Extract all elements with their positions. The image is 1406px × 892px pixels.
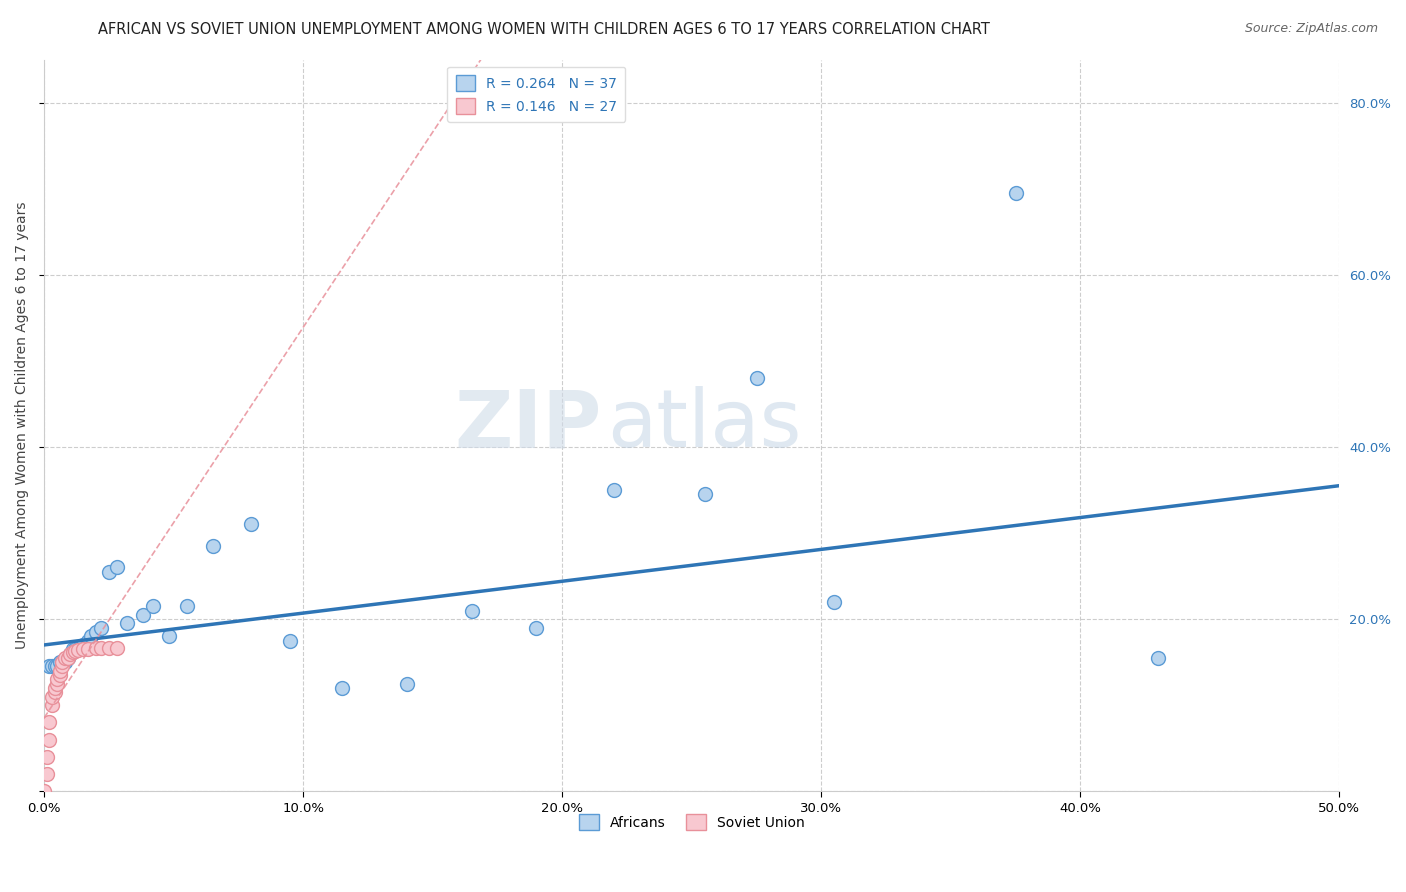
- Point: [1147, 650, 1170, 665]
- Point: [80, 629, 103, 643]
- Point: [32, 784, 55, 798]
- Point: [90, 621, 112, 635]
- Point: [51, 655, 73, 669]
- Point: [176, 599, 198, 614]
- Point: [72, 642, 94, 657]
- Point: [72, 638, 94, 652]
- Point: [49, 664, 72, 678]
- Text: AFRICAN VS SOVIET UNION UNEMPLOYMENT AMONG WOMEN WITH CHILDREN AGES 6 TO 17 YEAR: AFRICAN VS SOVIET UNION UNEMPLOYMENT AMO…: [98, 22, 990, 37]
- Point: [77, 633, 100, 648]
- Point: [56, 650, 79, 665]
- Point: [49, 668, 72, 682]
- Point: [157, 629, 180, 643]
- Point: [823, 595, 845, 609]
- Point: [84, 625, 107, 640]
- Point: [53, 650, 76, 665]
- Point: [59, 647, 82, 661]
- Point: [77, 642, 100, 657]
- Text: ZIP: ZIP: [454, 386, 602, 465]
- Point: [142, 599, 165, 614]
- Point: [38, 715, 60, 730]
- Point: [745, 371, 768, 385]
- Point: [105, 640, 128, 655]
- Legend: Africans, Soviet Union: Africans, Soviet Union: [574, 808, 810, 836]
- Y-axis label: Unemployment Among Women with Children Ages 6 to 17 years: Unemployment Among Women with Children A…: [15, 202, 30, 649]
- Point: [524, 621, 547, 635]
- Point: [90, 640, 112, 655]
- Point: [105, 560, 128, 574]
- Point: [46, 659, 69, 673]
- Point: [84, 641, 107, 656]
- Text: Source: ZipAtlas.com: Source: ZipAtlas.com: [1244, 22, 1378, 36]
- Point: [603, 483, 626, 497]
- Point: [38, 732, 60, 747]
- Point: [41, 690, 63, 704]
- Point: [41, 659, 63, 673]
- Point: [65, 642, 87, 657]
- Point: [46, 676, 69, 690]
- Point: [330, 681, 353, 695]
- Point: [240, 517, 263, 532]
- Point: [62, 645, 84, 659]
- Text: atlas: atlas: [607, 386, 801, 465]
- Point: [35, 749, 58, 764]
- Point: [98, 640, 121, 655]
- Point: [201, 539, 224, 553]
- Point: [65, 644, 87, 658]
- Point: [56, 650, 79, 665]
- Point: [460, 603, 482, 617]
- Point: [1004, 186, 1026, 200]
- Point: [51, 659, 73, 673]
- Point: [44, 659, 66, 673]
- Point: [395, 676, 418, 690]
- Point: [38, 659, 60, 673]
- Point: [131, 607, 153, 622]
- Point: [46, 673, 69, 687]
- Point: [66, 643, 89, 657]
- Point: [66, 642, 89, 657]
- Point: [53, 655, 76, 669]
- Point: [115, 616, 138, 631]
- Point: [693, 487, 716, 501]
- Point: [51, 655, 73, 669]
- Point: [44, 681, 66, 695]
- Point: [278, 633, 301, 648]
- Point: [35, 767, 58, 781]
- Point: [98, 565, 121, 579]
- Point: [49, 655, 72, 669]
- Point: [41, 698, 63, 713]
- Point: [62, 642, 84, 657]
- Point: [59, 647, 82, 661]
- Point: [44, 685, 66, 699]
